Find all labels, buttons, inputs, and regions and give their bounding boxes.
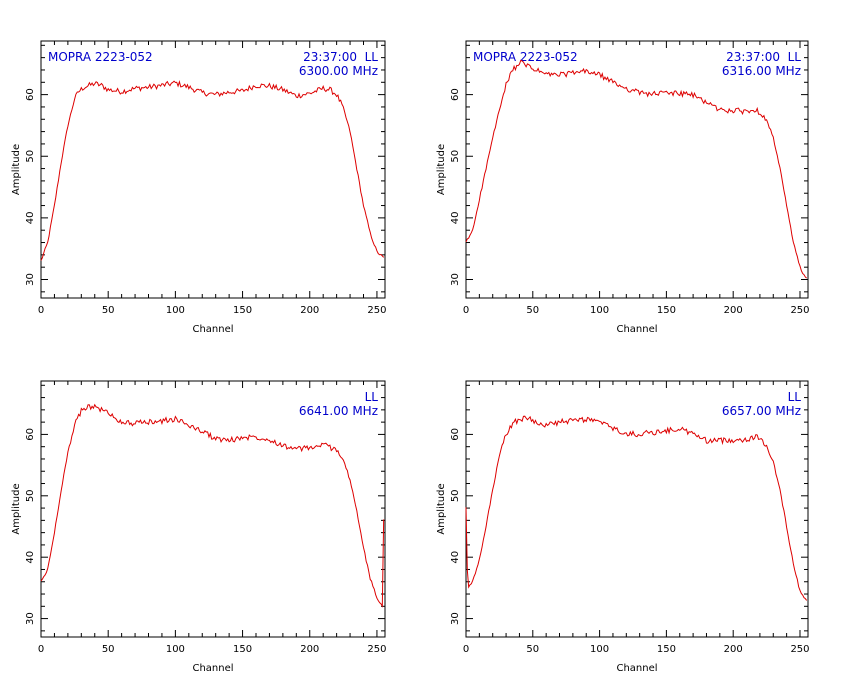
y-tick-label: 30 [25, 273, 36, 286]
spectrum-series-line [465, 415, 808, 601]
y-tick-label: 40 [450, 212, 461, 225]
x-tick-label: 150 [657, 644, 676, 655]
pol-label: LL [365, 390, 379, 404]
freq-label: 6300.00 MHz [299, 64, 378, 78]
spectrum-panel-4: 0 50 100 150 200 250 30 40 50 60 Channel Amplitude L… [436, 380, 810, 674]
x-tick-label: 200 [724, 644, 743, 655]
freq-label: 6316.00 MHz [722, 64, 801, 78]
time-pol-label: LL [365, 390, 379, 404]
label-spacer [357, 50, 365, 64]
label-spacer [780, 50, 788, 64]
x-axis-label: Channel [192, 663, 233, 674]
x-tick-label: 250 [790, 644, 809, 655]
x-tick-label: 0 [463, 305, 469, 316]
y-axis-label: Amplitude [11, 144, 22, 195]
y-tick-label: 60 [25, 428, 36, 441]
time-label: 23:37:00 [303, 50, 357, 64]
y-axis-label: Amplitude [11, 483, 22, 534]
y-tick-label: 60 [450, 428, 461, 441]
spectrum-series-line [40, 79, 385, 261]
y-axis-label: Amplitude [436, 483, 447, 534]
x-tick-label: 200 [300, 305, 319, 316]
x-axis-label: Channel [616, 663, 657, 674]
y-tick-label: 40 [25, 212, 36, 225]
x-tick-label: 100 [590, 644, 609, 655]
x-tick-label: 100 [166, 305, 185, 316]
x-tick-label: 50 [526, 644, 539, 655]
axes-frame [465, 380, 809, 638]
freq-label: 6657.00 MHz [722, 404, 801, 418]
time-pol-label: 23:37:00 LL [726, 50, 801, 64]
y-tick-label: 50 [25, 150, 36, 163]
spectrum-series-line [465, 59, 807, 279]
x-tick-label: 0 [38, 644, 44, 655]
y-tick-label: 50 [450, 489, 461, 502]
spectrum-panel-3: 0 50 100 150 200 250 30 40 50 60 Channel Amplitude L… [11, 380, 386, 674]
spectrum-series-line [40, 403, 385, 608]
pol-label: LL [788, 50, 802, 64]
axes-frame [465, 40, 809, 299]
x-tick-label: 250 [367, 305, 386, 316]
spectrum-panel-2: 0 50 100 150 200 250 30 40 50 60 Channel Amplitude M… [436, 40, 810, 335]
y-axis-label: Amplitude [436, 144, 447, 195]
y-tick-label: 60 [450, 88, 461, 101]
x-axis-label: Channel [616, 324, 657, 335]
source-label: MOPRA 2223-052 [48, 50, 153, 64]
pol-label: LL [788, 390, 802, 404]
x-tick-label: 250 [790, 305, 809, 316]
y-tick-label: 30 [450, 612, 461, 625]
x-tick-label: 250 [367, 644, 386, 655]
y-tick-label: 50 [450, 150, 461, 163]
y-tick-label: 40 [25, 551, 36, 564]
pol-label: LL [365, 50, 379, 64]
spectrum-panel-1: 0 50 100 150 200 250 30 40 50 60 Channel Amplitude M… [11, 40, 386, 335]
x-tick-label: 150 [657, 305, 676, 316]
freq-label: 6641.00 MHz [299, 404, 378, 418]
x-tick-label: 150 [233, 644, 252, 655]
time-label: 23:37:00 [726, 50, 780, 64]
axes-frame [40, 380, 386, 638]
x-tick-label: 150 [233, 305, 252, 316]
y-tick-label: 50 [25, 489, 36, 502]
x-tick-label: 0 [38, 305, 44, 316]
axes-frame [40, 40, 386, 299]
y-tick-label: 30 [25, 612, 36, 625]
x-tick-label: 200 [724, 305, 743, 316]
x-tick-label: 0 [463, 644, 469, 655]
x-tick-label: 50 [526, 305, 539, 316]
y-tick-label: 60 [25, 88, 36, 101]
x-axis-label: Channel [192, 324, 233, 335]
y-tick-label: 40 [450, 551, 461, 564]
time-pol-label: LL [788, 390, 802, 404]
x-tick-label: 100 [166, 644, 185, 655]
source-label: MOPRA 2223-052 [473, 50, 578, 64]
x-tick-label: 100 [590, 305, 609, 316]
time-pol-label: 23:37:00 LL [303, 50, 378, 64]
x-tick-label: 50 [102, 644, 115, 655]
x-tick-label: 50 [102, 305, 115, 316]
y-tick-label: 30 [450, 273, 461, 286]
x-tick-label: 200 [300, 644, 319, 655]
